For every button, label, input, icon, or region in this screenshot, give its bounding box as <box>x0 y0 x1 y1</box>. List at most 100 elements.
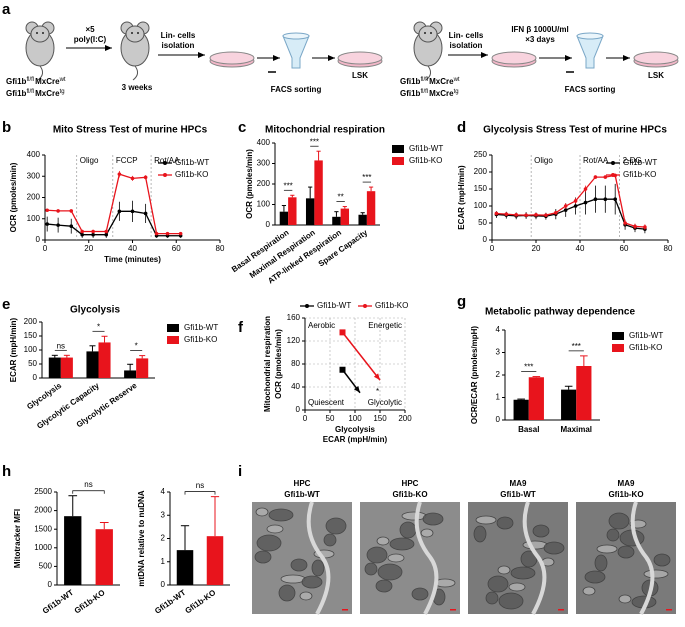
schematic: a Gfi1bfl/flMxCrewt Gfi1bfl/flMxCretg ×5… <box>2 1 679 99</box>
point <box>643 225 647 229</box>
panel-letter: d <box>457 119 466 136</box>
step-label: 3 weeks <box>122 83 153 92</box>
sig-label: *** <box>362 173 371 182</box>
y-axis-label: ECAR (mpH/min) <box>9 317 18 382</box>
organelle <box>496 516 514 530</box>
step-label: LSK <box>352 71 368 80</box>
mouse-icon <box>120 21 150 81</box>
bar <box>48 357 61 378</box>
image-label: HPC <box>402 479 419 488</box>
organelle <box>422 512 444 526</box>
legend-label: Gfi1b-WT <box>175 158 209 167</box>
legend-label: Gfi1b-KO <box>375 301 408 310</box>
organelle <box>266 524 284 534</box>
organelle <box>364 562 378 576</box>
y-tick-label: 0 <box>296 405 301 414</box>
legend-marker <box>163 173 167 177</box>
step-label: LSK <box>648 71 664 80</box>
panel-letter: a <box>2 1 11 18</box>
y-axis-label: OCR (pmoles/min) <box>274 329 283 399</box>
bar <box>86 351 99 378</box>
series-line <box>47 210 181 237</box>
point <box>573 204 578 208</box>
point <box>603 197 608 201</box>
organelle <box>487 575 509 593</box>
bar <box>340 208 350 225</box>
y-tick-label: 120 <box>287 336 301 345</box>
organelle <box>510 566 536 580</box>
y-tick-label: 2 <box>161 534 166 543</box>
organelle <box>596 544 618 554</box>
y-tick-label: 100 <box>257 200 271 209</box>
y-axis-label: mtDNA relative to nuDNA <box>137 490 146 586</box>
panel-letter: i <box>238 463 242 480</box>
point <box>143 211 148 216</box>
organelle <box>301 575 323 589</box>
x-tick-label: 20 <box>532 244 541 253</box>
genotype: Gfi1bfl/flMxCretg <box>400 89 459 99</box>
bar <box>288 197 297 225</box>
point <box>45 208 49 213</box>
x-tick-label: 40 <box>576 244 585 253</box>
y-tick-label: 50 <box>478 218 487 227</box>
legend-marker <box>611 173 615 177</box>
cre: MxCre <box>429 77 454 86</box>
organelle <box>254 550 272 564</box>
sup: fl/fl <box>420 89 428 95</box>
point <box>178 231 183 236</box>
y-tick-label: 50 <box>28 359 37 368</box>
sig-label: * <box>135 342 138 351</box>
y-tick-label: 1500 <box>34 524 52 533</box>
scale-bar <box>558 609 564 611</box>
quadrant-label: Glycolytic <box>368 398 402 407</box>
quadrant-label: Aerobic <box>308 321 335 330</box>
mouse-icon <box>413 21 443 81</box>
sig-label: *** <box>310 137 319 146</box>
bar <box>332 216 341 225</box>
bar <box>206 536 224 585</box>
membrane <box>414 501 439 615</box>
bar <box>358 214 367 225</box>
chart-title: Glycolysis <box>70 305 120 316</box>
image-label: Gfi1b-WT <box>284 490 320 499</box>
step-label: poly(I:C) <box>74 35 107 44</box>
organelle <box>311 559 325 577</box>
x-tick-label: 60 <box>172 244 181 253</box>
bar <box>136 358 149 378</box>
genotype: Gfi1bfl/flMxCretg <box>6 89 65 99</box>
x-tick-label: Gfi1b-KO <box>183 588 217 616</box>
organelle <box>582 586 596 596</box>
image-label: MA9 <box>510 479 527 488</box>
sig-label: ** <box>338 193 344 202</box>
scale-bar <box>450 609 456 611</box>
organelle <box>522 540 548 550</box>
x-tick-label: 150 <box>373 414 387 423</box>
funnel-icon <box>576 32 604 69</box>
sig-label: *** <box>572 342 581 351</box>
y-tick-label: 0 <box>483 235 488 244</box>
organelle <box>401 511 427 521</box>
micrograph <box>360 501 460 615</box>
y-tick-label: 0 <box>36 235 41 244</box>
y-tick-label: 0 <box>496 415 501 424</box>
organelle <box>606 528 620 542</box>
point <box>544 213 548 217</box>
point <box>623 221 627 225</box>
y-tick-label: 200 <box>27 193 41 202</box>
series-line <box>496 174 645 228</box>
organelle <box>268 508 294 522</box>
legend-label: Gfi1b-KO <box>175 170 208 179</box>
panel-letter: g <box>457 293 466 310</box>
y-tick-label: 4 <box>161 487 166 496</box>
y-tick-label: 100 <box>27 214 41 223</box>
bar <box>513 399 529 420</box>
step-label: ×3 days <box>525 35 555 44</box>
organelle <box>643 569 669 579</box>
point <box>593 197 598 201</box>
point <box>130 209 135 214</box>
organelle <box>377 563 403 581</box>
point <box>130 176 135 181</box>
legend-label: Gfi1b-KO <box>623 170 656 179</box>
dish-icon <box>633 51 679 68</box>
